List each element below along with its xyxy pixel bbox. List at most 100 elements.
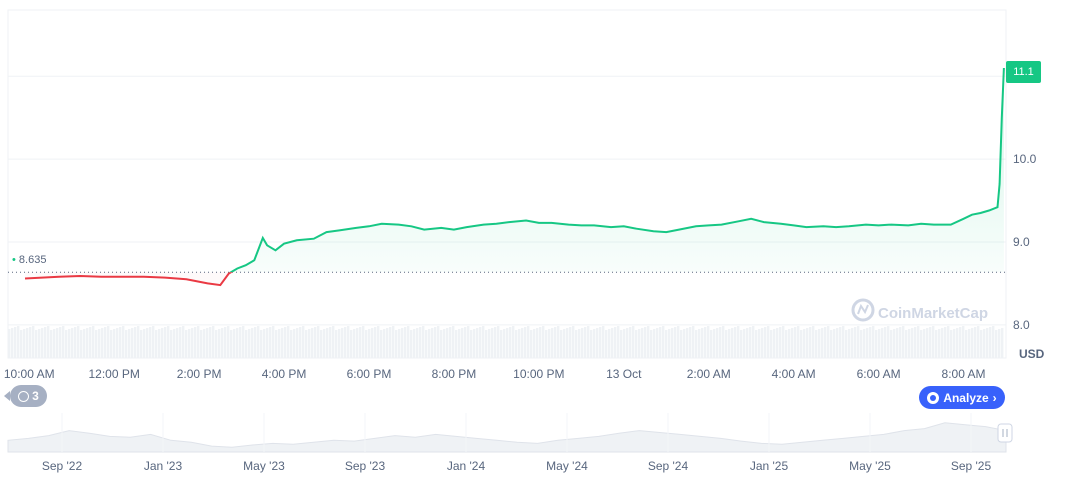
volume-bar	[890, 330, 893, 358]
volume-bar	[935, 330, 938, 358]
volume-bar	[887, 326, 890, 358]
volume-bar	[572, 326, 575, 358]
volume-bar	[650, 330, 653, 358]
volume-bar	[146, 328, 149, 358]
volume-bar	[242, 326, 245, 358]
volume-bar	[365, 330, 368, 358]
volume-bar	[446, 328, 449, 358]
volume-bar	[503, 329, 506, 358]
volume-bar	[992, 326, 995, 358]
volume-bar	[671, 328, 674, 358]
volume-bar	[461, 328, 464, 358]
volume-bar	[575, 330, 578, 358]
volume-bar	[761, 328, 764, 358]
volume-bar	[311, 328, 314, 358]
volume-bar	[695, 330, 698, 358]
x-tick-label: 8:00 AM	[942, 367, 986, 381]
volume-bar	[302, 326, 305, 358]
volume-bar	[794, 327, 797, 358]
volume-bar	[824, 327, 827, 358]
volume-bar	[212, 326, 215, 358]
x-tick-label: 6:00 AM	[857, 367, 901, 381]
volume-bar	[551, 328, 554, 358]
volume-bar	[62, 326, 65, 358]
volume-bar	[104, 327, 107, 358]
volume-bar	[596, 328, 599, 358]
volume-bar	[668, 329, 671, 358]
volume-bar	[326, 328, 329, 358]
volume-bar	[134, 327, 137, 358]
volume-bar	[125, 330, 128, 358]
volume-bar	[557, 326, 560, 358]
volume-bar	[233, 329, 236, 358]
volume-bar	[743, 329, 746, 358]
volume-bar	[611, 328, 614, 358]
volume-bar	[164, 327, 167, 358]
volume-bar	[50, 330, 53, 358]
volume-bar	[818, 329, 821, 358]
volume-bar	[467, 326, 470, 358]
volume-bar	[239, 327, 242, 358]
volume-bar	[191, 328, 194, 358]
volume-bar	[938, 329, 941, 358]
navigator-handle[interactable]	[997, 423, 1013, 443]
history-button[interactable]: 3	[4, 385, 47, 407]
volume-bar	[581, 328, 584, 358]
volume-bar	[80, 330, 83, 358]
volume-bar	[953, 329, 956, 358]
volume-bar	[65, 330, 68, 358]
volume-bar	[755, 330, 758, 358]
volume-bar	[197, 326, 200, 358]
volume-bar	[356, 328, 359, 358]
volume-bar	[998, 329, 1001, 358]
volume-bar	[827, 326, 830, 358]
volume-bar	[767, 326, 770, 358]
volume-bar	[206, 328, 209, 358]
volume-bar	[593, 329, 596, 358]
volume-bar	[839, 327, 842, 358]
volume-bar	[257, 326, 260, 358]
volume-bar	[809, 327, 812, 358]
volume-bar	[119, 327, 122, 358]
volume-bar	[494, 327, 497, 358]
volume-bar	[791, 328, 794, 358]
volume-bar	[590, 330, 593, 358]
volume-bar	[914, 327, 917, 358]
volume-bar	[539, 327, 542, 358]
volume-bar	[956, 328, 959, 358]
volume-bar	[875, 330, 878, 358]
volume-bar	[143, 329, 146, 358]
volume-bar	[962, 326, 965, 358]
volume-bar	[980, 330, 983, 358]
volume-bar	[182, 326, 185, 358]
volume-bar	[110, 330, 113, 358]
volume-bar	[407, 326, 410, 358]
overview-tick-label: May '25	[849, 459, 891, 473]
volume-bar	[737, 326, 740, 358]
volume-bar	[554, 327, 557, 358]
history-count: 3	[32, 389, 39, 403]
volume-bar	[398, 329, 401, 358]
volume-bar	[458, 329, 461, 358]
plot-frame	[7, 9, 1007, 359]
volume-bar	[167, 326, 170, 358]
currency-unit: USD	[1019, 347, 1045, 361]
volume-bar	[614, 327, 617, 358]
volume-bar	[374, 327, 377, 358]
volume-bar	[854, 327, 857, 358]
volume-bar	[659, 327, 662, 358]
volume-bar	[806, 328, 809, 358]
volume-bar	[563, 329, 566, 358]
volume-bar	[506, 328, 509, 358]
volume-bar	[335, 330, 338, 358]
volume-bar	[797, 326, 800, 358]
overview-tick-label: Sep '23	[345, 459, 386, 473]
overview-tick-label: Sep '22	[42, 459, 83, 473]
volume-bar	[779, 327, 782, 358]
volume-bar	[734, 327, 737, 358]
volume-bar	[263, 329, 266, 358]
chevron-right-icon: ›	[992, 390, 997, 405]
volume-bar	[758, 329, 761, 358]
volume-bar	[11, 328, 14, 358]
analyze-button[interactable]: Analyze ›	[919, 386, 1005, 409]
